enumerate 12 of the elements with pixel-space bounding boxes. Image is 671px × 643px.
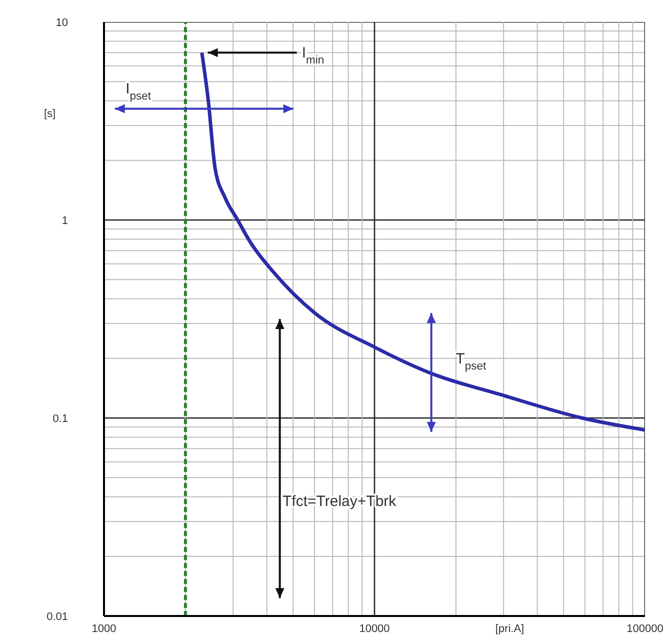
y-tick-label: 0.1: [52, 412, 68, 425]
x-tick-label: 1000: [92, 622, 116, 635]
x-tick-label: 100000: [626, 622, 664, 635]
annotation: I$_{pset}$: [126, 80, 152, 102]
x-tick-label: 10000: [359, 622, 390, 635]
y-tick-label: 10: [56, 16, 68, 29]
annotation: I$_{min}$: [302, 44, 324, 67]
annotation: T$_{pset}$: [456, 350, 487, 373]
y-tick-label: 1: [62, 214, 68, 227]
x-axis-title: [pri.A]: [495, 623, 524, 635]
y-axis-title: [s]: [44, 108, 56, 120]
y-tick-label: 0.01: [46, 610, 68, 623]
